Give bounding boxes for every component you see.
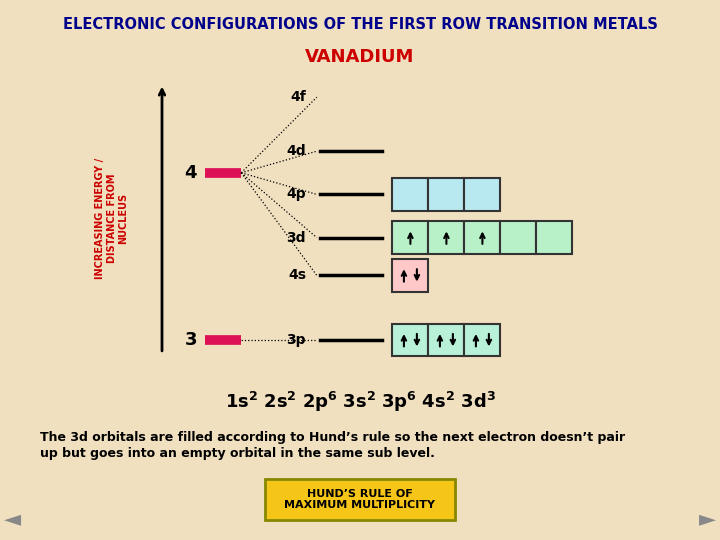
- Text: 4d: 4d: [287, 144, 306, 158]
- Bar: [428, 221, 464, 254]
- Bar: [428, 178, 464, 211]
- Text: HUND’S RULE OF
MAXIMUM MULTIPLICITY: HUND’S RULE OF MAXIMUM MULTIPLICITY: [284, 489, 436, 510]
- Bar: [536, 221, 572, 254]
- Text: ELECTRONIC CONFIGURATIONS OF THE FIRST ROW TRANSITION METALS: ELECTRONIC CONFIGURATIONS OF THE FIRST R…: [63, 17, 657, 32]
- Text: ◄: ◄: [4, 509, 22, 530]
- Bar: [392, 221, 428, 254]
- Text: 4p: 4p: [287, 187, 306, 201]
- Bar: [392, 324, 428, 356]
- Text: $\mathbf{1s^2\ 2s^2\ 2p^6\ 3s^2\ 3p^6\ 4s^2\ 3d^3}$: $\mathbf{1s^2\ 2s^2\ 2p^6\ 3s^2\ 3p^6\ 4…: [225, 390, 495, 414]
- Text: 3: 3: [184, 331, 197, 349]
- Text: VANADIUM: VANADIUM: [305, 48, 415, 66]
- Bar: [464, 324, 500, 356]
- Bar: [464, 178, 500, 211]
- Text: The 3d orbitals are filled according to Hund’s rule so the next electron doesn’t: The 3d orbitals are filled according to …: [40, 431, 625, 460]
- Bar: [265, 480, 456, 519]
- Bar: [392, 178, 428, 211]
- Bar: [392, 259, 428, 292]
- Bar: [464, 221, 500, 254]
- Text: 4: 4: [184, 164, 197, 182]
- Text: 4f: 4f: [290, 90, 306, 104]
- Text: ►: ►: [698, 509, 716, 530]
- Text: INCREASING ENERGY /
DISTANCE FROM
NUCLEUS: INCREASING ENERGY / DISTANCE FROM NUCLEU…: [95, 158, 128, 279]
- Text: 3p: 3p: [287, 333, 306, 347]
- Text: 4s: 4s: [288, 268, 306, 282]
- Bar: [500, 221, 536, 254]
- Text: 3d: 3d: [287, 231, 306, 245]
- Bar: [428, 324, 464, 356]
